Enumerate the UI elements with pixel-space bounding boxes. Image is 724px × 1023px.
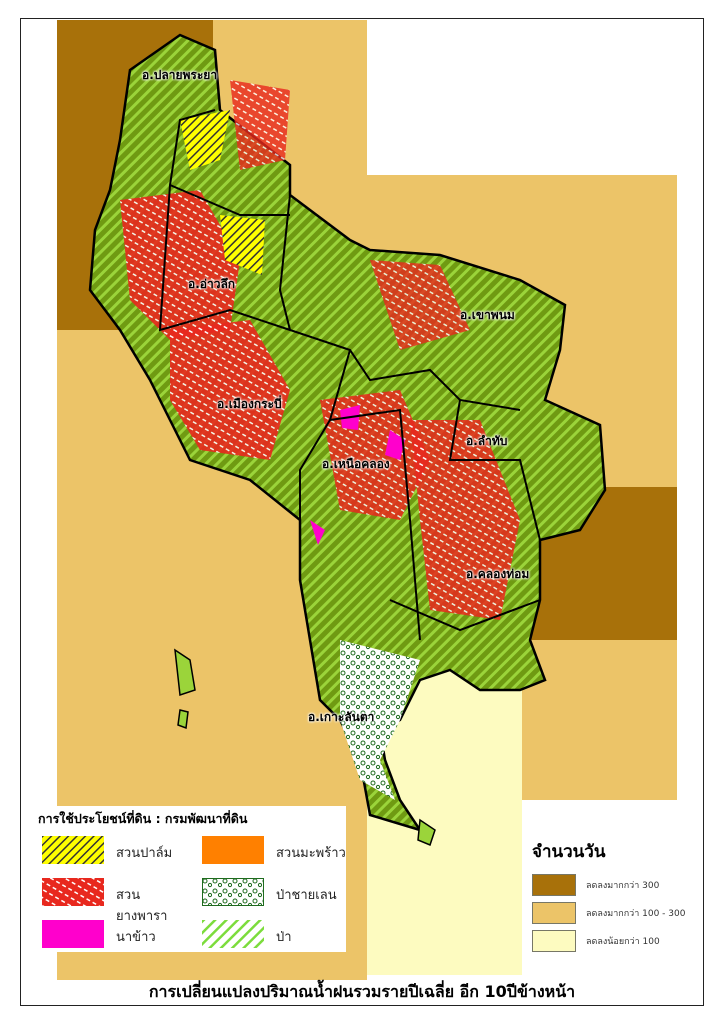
coconut-swatch — [202, 836, 264, 864]
land-use-legend-title: การใช้ประโยชน์ที่ดิน : กรมพัฒนาที่ดิน — [38, 811, 248, 826]
palm-area — [220, 215, 265, 275]
district-boundaries — [158, 109, 541, 641]
map-frame — [20, 18, 704, 1006]
rubber-area — [120, 190, 240, 340]
legend-item-moderate: ลดลงมากกว่า 100 - 300 — [532, 902, 702, 924]
legend-label: นาข้าว — [116, 930, 156, 945]
legend-label: ลดลงน้อยกว่า 100 — [586, 937, 660, 947]
legend-item-high: ลดลงมากกว่า 300 — [532, 874, 702, 896]
rubber-area — [170, 320, 290, 460]
district-label: อ.เหนือคลอง — [322, 457, 390, 471]
legend-item-paddy: นาข้าว — [38, 920, 188, 952]
krabi-province — [88, 33, 607, 833]
legend-item-mangrove: ป่าชายเลน — [198, 878, 348, 910]
legend-label: ป่า — [276, 930, 292, 945]
district-label: อ.เมืองกระบี่ — [217, 397, 282, 411]
legend-item-low: ลดลงน้อยกว่า 100 — [532, 930, 702, 952]
days-legend: จำนวนวัน ลดลงมากกว่า 300 ลดลงมากกว่า 100… — [528, 838, 698, 958]
district-label: อ.เขาพนม — [460, 308, 515, 322]
legend-item-palm: สวนปาล์ม — [38, 836, 188, 868]
district-label: อ.อ่าวลึก — [188, 277, 236, 291]
district-label: อ.ลำทับ — [466, 434, 508, 448]
legend-item-forest: ป่า — [198, 920, 348, 952]
legend-item-coconut: สวนมะพร้าว — [198, 836, 348, 868]
mangrove-swatch — [202, 878, 264, 906]
palm-swatch — [42, 836, 104, 864]
paddy-area — [310, 405, 405, 545]
islands — [174, 648, 436, 847]
map-title: การเปลี่ยนแปลงปริมาณน้ำฝนรวมรายปีเฉลี่ย … — [148, 982, 576, 1001]
district-label: อ.เกาะลันตา — [308, 710, 375, 724]
days-legend-title: จำนวนวัน — [532, 842, 606, 862]
legend-label: ลดลงมากกว่า 100 - 300 — [586, 909, 686, 919]
legend-label: สวนมะพร้าว — [276, 846, 346, 861]
rubber-area — [370, 260, 470, 350]
moderate-swatch — [532, 902, 576, 924]
district-label: อ.ปลายพระยา — [142, 68, 218, 82]
legend-item-rubber: สวนยางพารา — [38, 878, 188, 924]
legend-label: ป่าชายเลน — [276, 888, 337, 903]
legend-label: สวนยางพารา — [116, 888, 168, 924]
mangrove-area — [340, 640, 420, 800]
high-swatch — [532, 874, 576, 896]
land-use-legend: การใช้ประโยชน์ที่ดิน : กรมพัฒนาที่ดิน สว… — [34, 806, 346, 952]
forest-swatch — [202, 920, 264, 948]
district-label: อ.คลองท่อม — [466, 567, 530, 581]
rubber-area — [230, 80, 290, 170]
palm-area — [180, 110, 230, 170]
paddy-swatch — [42, 920, 104, 948]
low-swatch — [532, 930, 576, 952]
rubber-area — [410, 420, 520, 620]
legend-label: ลดลงมากกว่า 300 — [586, 881, 660, 891]
rubber-swatch — [42, 878, 104, 906]
legend-label: สวนปาล์ม — [116, 846, 173, 861]
